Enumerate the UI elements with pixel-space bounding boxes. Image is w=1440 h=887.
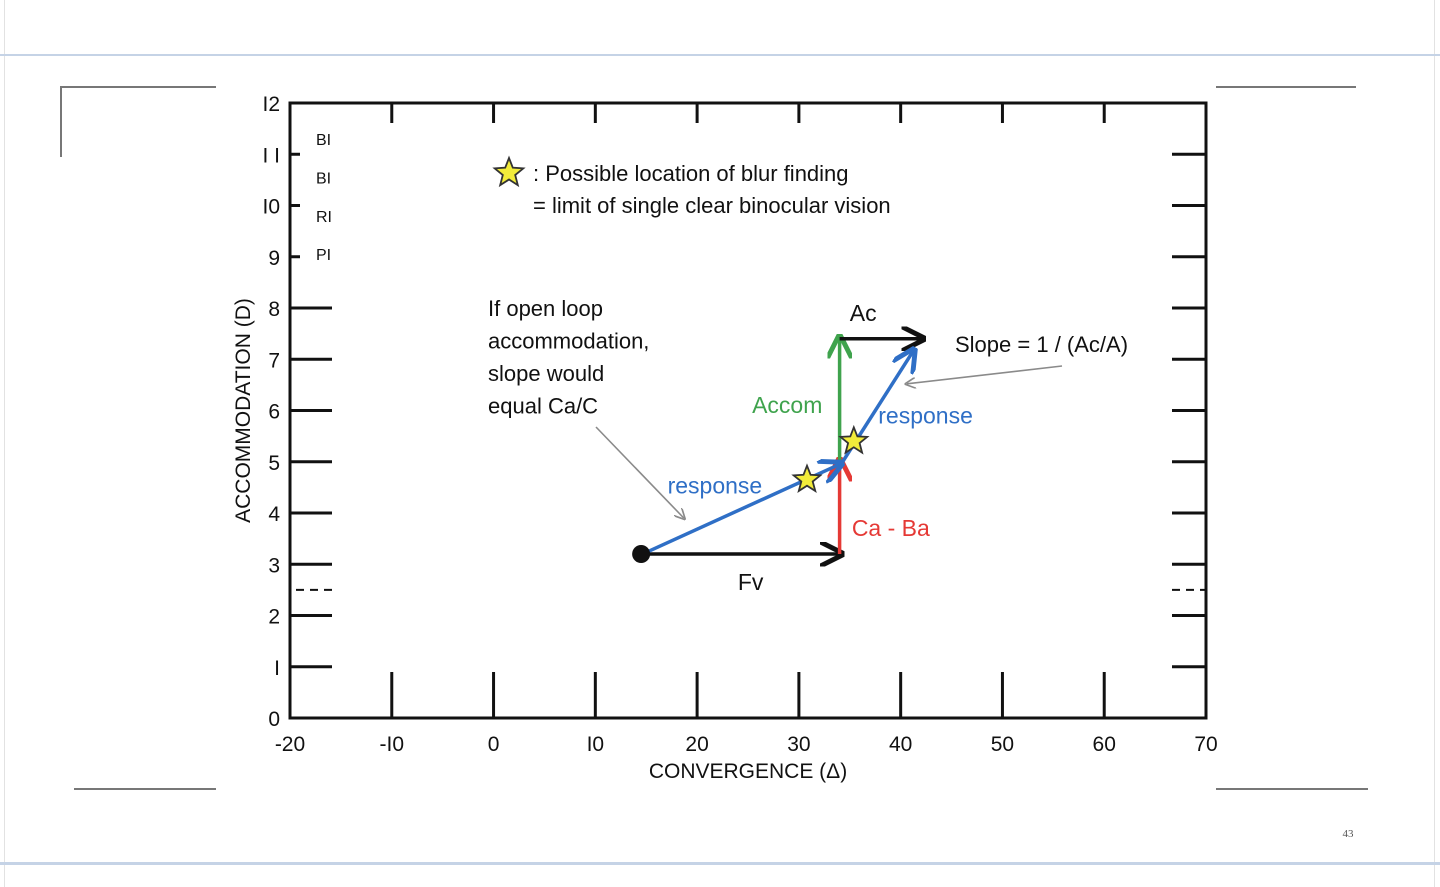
start-point bbox=[632, 545, 651, 563]
y-tick-label: 0 bbox=[268, 708, 280, 731]
legend-star-icon bbox=[492, 155, 526, 188]
arrow-label-accom: Accom bbox=[752, 392, 822, 418]
slide-brackets bbox=[60, 86, 1368, 790]
legend-line-1: : Possible location of blur finding bbox=[533, 161, 849, 186]
y-axis-title: ACCOMMODATION (D) bbox=[232, 298, 255, 523]
arrow-label-response-2: response bbox=[878, 402, 973, 428]
y-tick-label: 5 bbox=[268, 452, 280, 475]
open-loop-note-arrow bbox=[595, 426, 684, 518]
blur-star-icon bbox=[838, 424, 870, 455]
y-tick-label: I0 bbox=[262, 196, 280, 219]
side-label: BI bbox=[316, 132, 331, 149]
x-tick-label: 20 bbox=[685, 733, 708, 756]
x-tick-label: 60 bbox=[1093, 733, 1116, 756]
y-tick-label: 4 bbox=[268, 503, 280, 526]
x-tick-label: -I0 bbox=[380, 733, 405, 756]
x-axis-title: CONVERGENCE (Δ) bbox=[649, 760, 847, 783]
slide-edge-left bbox=[4, 0, 5, 887]
legend-line-2: = limit of single clear binocular vision bbox=[533, 193, 891, 218]
y-tick-label: I I bbox=[262, 144, 280, 167]
slide-border-bottom bbox=[0, 862, 1440, 865]
y-tick-label: I bbox=[274, 657, 280, 680]
arrow-label-ac: Ac bbox=[850, 300, 877, 326]
y-tick-label: 6 bbox=[268, 401, 280, 424]
x-tick-label: 40 bbox=[889, 733, 912, 756]
side-label: RI bbox=[316, 209, 332, 226]
side-label: BI bbox=[316, 170, 331, 187]
x-tick-label: 70 bbox=[1194, 733, 1217, 756]
x-tick-label: I0 bbox=[587, 733, 605, 756]
x-tick-label: 0 bbox=[488, 733, 500, 756]
x-tick-label: 50 bbox=[991, 733, 1014, 756]
slide-border-top bbox=[0, 54, 1440, 56]
slope-note: Slope = 1 / (Ac/A) bbox=[955, 332, 1128, 357]
y-tick-label: 8 bbox=[268, 298, 280, 321]
x-tick-label: 30 bbox=[787, 733, 810, 756]
side-label: PI bbox=[316, 247, 331, 264]
open-loop-note-line: slope would bbox=[488, 361, 604, 386]
arrow-label-ca-ba: Ca - Ba bbox=[852, 515, 930, 541]
y-tick-label: 2 bbox=[268, 606, 280, 629]
slope-note-arrow bbox=[907, 365, 1063, 384]
page-number: 43 bbox=[1342, 828, 1354, 840]
open-loop-note-line: accommodation, bbox=[488, 329, 649, 354]
y-tick-label: 3 bbox=[268, 554, 280, 577]
slide-edge-right bbox=[1434, 0, 1435, 887]
blur-star-icon bbox=[791, 463, 823, 494]
arrow-label-response-1: response bbox=[668, 473, 763, 499]
y-tick-label: 9 bbox=[268, 247, 280, 270]
x-tick-label: -20 bbox=[275, 733, 305, 756]
arrow-label-fv: Fv bbox=[738, 569, 764, 595]
open-loop-note-line: If open loop bbox=[488, 296, 603, 321]
open-loop-note-line: equal Ca/C bbox=[488, 394, 598, 419]
y-tick-label: 7 bbox=[268, 349, 280, 372]
y-tick-label: I2 bbox=[262, 93, 280, 116]
